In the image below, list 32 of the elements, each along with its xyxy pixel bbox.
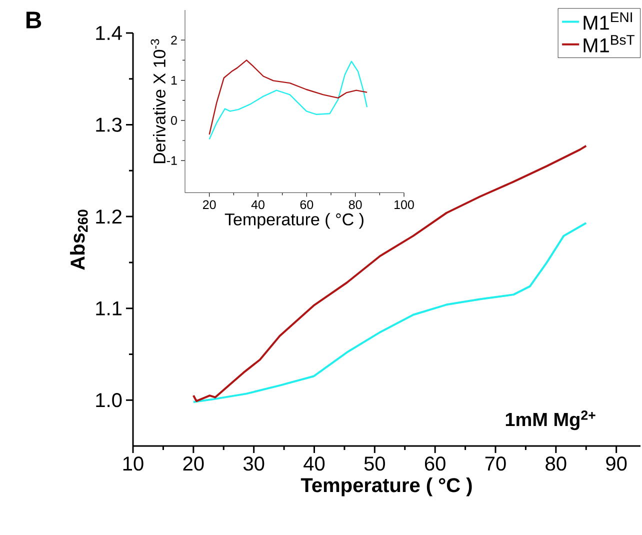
x-tick-label: 70	[485, 456, 506, 471]
y-tick-label: -1	[166, 156, 177, 165]
y-axis-title: Abs$_{260}$	[70, 210, 88, 270]
x-tick-label: 40	[304, 456, 325, 471]
x-tick-label: 60	[300, 200, 314, 210]
x-axis-title: Temperature ( °C )	[300, 478, 472, 496]
x-tick-label: 100	[394, 200, 414, 210]
x-tick-label: 40	[251, 200, 264, 210]
y-tick-label: 1	[171, 76, 177, 85]
y-tick-label: 1.4	[96, 26, 122, 40]
legend-label: M1$^{BsT}$	[584, 35, 634, 52]
x-axis-title: Temperature ( °C )	[224, 212, 364, 229]
y-axis-title: Derivative X 10$^{-3}$	[150, 39, 166, 164]
y-tick-label: 2	[171, 36, 177, 44]
y-tick-label: 1.0	[96, 393, 122, 408]
y-tick-label: 1.1	[96, 301, 122, 316]
x-tick-label: 50	[364, 456, 385, 471]
x-tick-label: 10	[123, 456, 144, 471]
x-tick-label: 20	[183, 456, 204, 471]
annotation: 1mM Mg$^{2+}$	[506, 410, 596, 430]
legend-label: M1$^{ENI}$	[584, 12, 632, 30]
y-tick-label: 1.3	[96, 118, 122, 132]
x-tick-label: 80	[348, 200, 362, 210]
x-tick-label: 20	[203, 200, 216, 210]
y-tick-label: 1.2	[96, 210, 122, 224]
x-tick-label: 80	[546, 456, 566, 471]
text: B	[26, 12, 42, 28]
line-series	[192, 144, 588, 402]
x-tick-label: 60	[424, 456, 446, 471]
x-tick-label: 90	[606, 456, 627, 471]
y-tick-label: 0	[171, 116, 177, 125]
x-tick-label: 30	[243, 456, 264, 471]
